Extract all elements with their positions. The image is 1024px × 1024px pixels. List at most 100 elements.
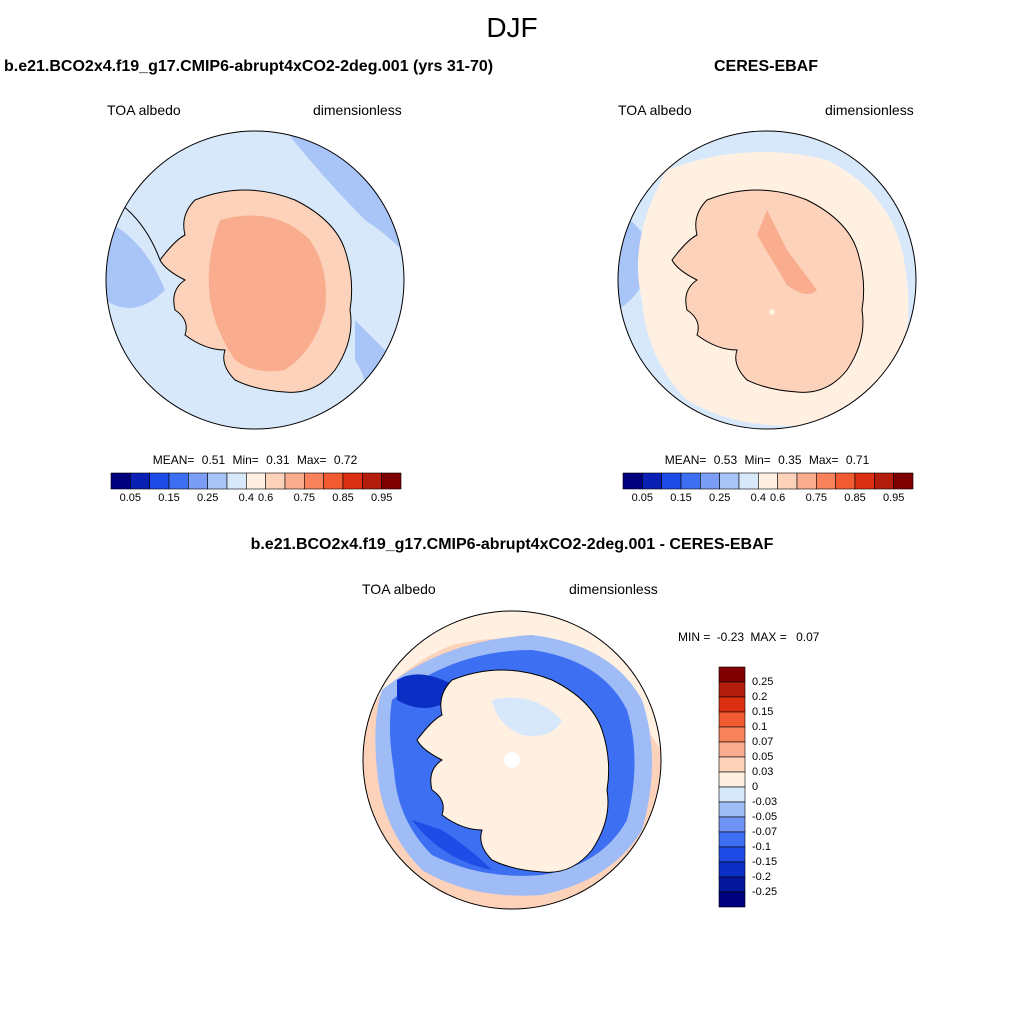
diff-colorbar-swatch — [718, 801, 746, 818]
obs-colorbar-tick-label: 0.25 — [708, 492, 731, 504]
model-colorbar-swatch — [284, 472, 305, 490]
diff-colorbar-ticks: 0.25 0.2 0.15 0.1 0.07 0.05 0.03 0 -0.03 -0.05 -0.… — [752, 667, 792, 907]
diff-variable-label: TOA albedo — [362, 581, 436, 597]
model-colorbar-swatch — [149, 472, 170, 490]
diff-colorbar-swatch — [718, 786, 746, 803]
model-colorbar-swatch — [226, 472, 247, 490]
obs-colorbar-swatch — [700, 472, 720, 490]
diff-colorbar-swatch — [718, 846, 746, 863]
diff-colorbar-swatch — [718, 816, 746, 833]
model-mean-value: 0.51 — [201, 453, 226, 467]
model-colorbar-tick-label: 0.15 — [158, 492, 180, 504]
model-colorbar-swatch — [246, 472, 266, 490]
season-title: DJF — [486, 12, 538, 43]
diff-colorbar-tick-label: 0 — [752, 781, 759, 793]
diff-polar-map — [362, 610, 662, 910]
model-colorbar-tick-label: 0.95 — [370, 492, 393, 504]
diff-colorbar-swatch — [718, 756, 746, 773]
obs-units-label: dimensionless — [825, 102, 914, 118]
diff-colorbar — [718, 666, 746, 908]
model-low-albedo-region — [106, 220, 165, 308]
diff-colorbar-swatch — [718, 771, 746, 788]
model-colorbar-swatch — [130, 472, 150, 490]
obs-colorbar-swatch — [642, 472, 662, 490]
model-colorbar-tick-label: 0.4 — [238, 492, 254, 504]
model-colorbar-swatch — [265, 472, 286, 490]
model-colorbar-swatch — [323, 472, 344, 490]
model-colorbar-tick-label: 0.6 — [258, 492, 274, 504]
diff-colorbar-swatch — [718, 876, 746, 893]
model-panel-title: b.e21.BCO2x4.f19_g17.CMIP6-abrupt4xCO2-2… — [4, 58, 494, 75]
model-min-value: 0.31 — [266, 453, 290, 467]
obs-colorbar-tick-label: 0.95 — [882, 492, 905, 504]
obs-colorbar-swatch — [854, 472, 875, 490]
obs-map-border — [617, 130, 917, 430]
model-polar-map — [105, 130, 405, 430]
diff-colorbar-swatch — [718, 666, 746, 683]
diff-min-label: MIN = — [678, 630, 711, 644]
model-max-value: 0.72 — [333, 453, 358, 467]
obs-min-value: 0.35 — [778, 453, 802, 467]
model-variable-label: TOA albedo — [107, 102, 181, 118]
obs-stats: MEAN= 0.53 Min= 0.35 Max= 0.71 — [512, 453, 1022, 467]
model-mean-label: MEAN= — [152, 453, 195, 467]
model-colorbar-swatch — [342, 472, 363, 490]
obs-colorbar-tick-label: 0.6 — [770, 492, 786, 504]
diff-colorbar-tick-label: -0.07 — [752, 826, 778, 838]
diff-stats: MIN = -0.23 MAX = 0.07 — [678, 630, 819, 644]
obs-polar-map — [617, 130, 917, 430]
diff-colorbar-tick-label: -0.15 — [752, 856, 778, 868]
model-min-label: Min= — [232, 453, 259, 467]
model-colorbar-tick-label: 0.05 — [119, 492, 142, 504]
obs-colorbar-swatch — [777, 472, 798, 490]
model-colorbar-swatch — [381, 472, 402, 490]
obs-colorbar-tick-label: 0.75 — [805, 492, 828, 504]
obs-colorbar-swatch — [758, 472, 778, 490]
diff-colorbar-swatch — [718, 681, 746, 698]
obs-colorbar-ticks: 0.05 0.15 0.25 0.4 0.6 0.75 0.85 0.95 — [623, 492, 913, 508]
diff-colorbar-tick-label: 0.25 — [752, 676, 774, 688]
diff-colorbar-swatch — [718, 696, 746, 713]
diff-max-label: MAX = — [750, 630, 787, 644]
obs-max-value: 0.71 — [845, 453, 870, 467]
obs-panel-title: CERES-EBAF — [714, 58, 819, 75]
model-colorbar-tick-label: 0.75 — [293, 492, 316, 504]
model-colorbar-swatch — [207, 472, 228, 490]
diff-units-label: dimensionless — [569, 581, 658, 597]
model-map-border — [105, 130, 405, 430]
diff-colorbar-swatch — [718, 726, 746, 743]
obs-colorbar-swatch — [622, 472, 643, 490]
model-colorbar-swatch — [362, 472, 382, 490]
obs-colorbar-swatch — [893, 472, 914, 490]
obs-min-label: Min= — [744, 453, 771, 467]
obs-colorbar-swatch — [874, 472, 894, 490]
model-colorbar — [110, 472, 402, 490]
diff-colorbar-tick-label: 0.15 — [752, 706, 774, 718]
model-colorbar-swatch — [168, 472, 189, 490]
obs-mean-value: 0.53 — [713, 453, 738, 467]
model-colorbar-tick-label: 0.85 — [332, 492, 354, 504]
obs-colorbar-swatch — [816, 472, 836, 490]
obs-colorbar-tick-label: 0.15 — [670, 492, 692, 504]
obs-mean-label: MEAN= — [664, 453, 707, 467]
obs-colorbar-tick-label: 0.05 — [631, 492, 654, 504]
diff-map-border — [362, 610, 662, 910]
obs-variable-label: TOA albedo — [618, 102, 692, 118]
obs-colorbar-swatch — [661, 472, 682, 490]
model-colorbar-ticks: 0.05 0.15 0.25 0.4 0.6 0.75 0.85 0.95 — [111, 492, 401, 508]
obs-colorbar-swatch — [719, 472, 740, 490]
diff-colorbar-tick-label: 0.07 — [752, 736, 774, 748]
model-max-label: Max= — [296, 453, 327, 467]
diff-colorbar-swatch — [718, 861, 746, 878]
obs-colorbar-swatch — [835, 472, 856, 490]
model-stats: MEAN= 0.51 Min= 0.31 Max= 0.72 — [0, 453, 510, 467]
diff-colorbar-swatch — [718, 891, 746, 908]
model-colorbar-tick-label: 0.25 — [196, 492, 219, 504]
obs-colorbar-swatch — [738, 472, 759, 490]
diff-colorbar-tick-label: -0.03 — [752, 796, 778, 808]
diff-colorbar-tick-label: 0.03 — [752, 766, 774, 778]
diff-colorbar-swatch — [718, 741, 746, 758]
model-colorbar-swatch — [188, 472, 208, 490]
obs-high-albedo-ridge — [757, 210, 817, 294]
diff-colorbar-tick-label: -0.05 — [752, 811, 778, 823]
